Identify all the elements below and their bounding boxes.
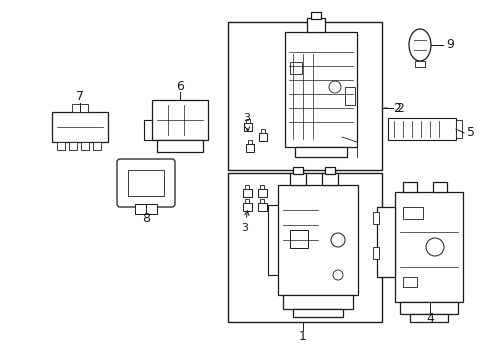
Bar (409, 314, 447, 322)
Bar (152, 100, 207, 140)
Ellipse shape (408, 29, 430, 61)
Bar (289, 230, 307, 248)
Bar (278, 185, 357, 295)
Bar (244, 199, 248, 203)
Bar (306, 18, 325, 32)
Bar (321, 173, 337, 185)
Circle shape (330, 233, 345, 247)
Bar (394, 192, 462, 302)
Bar (283, 295, 352, 309)
Bar (245, 119, 249, 123)
Bar (243, 189, 251, 197)
Bar (244, 123, 251, 131)
Text: 3: 3 (243, 113, 250, 131)
Bar (376, 207, 394, 277)
Bar (259, 133, 266, 141)
Bar (399, 302, 457, 314)
Bar (402, 207, 422, 219)
Bar (289, 62, 302, 74)
Text: 6: 6 (176, 81, 183, 94)
Bar (292, 309, 342, 317)
Bar (432, 182, 446, 192)
Bar (227, 22, 381, 170)
Bar (243, 203, 251, 211)
Circle shape (328, 81, 340, 93)
Text: 7: 7 (76, 90, 84, 104)
Bar (258, 189, 266, 197)
Bar (289, 173, 305, 185)
Bar (345, 87, 354, 105)
Bar (135, 204, 157, 214)
Bar (387, 118, 455, 140)
Bar (258, 203, 266, 211)
Bar (310, 12, 320, 19)
Text: 3: 3 (241, 211, 248, 233)
Bar (285, 32, 356, 147)
Bar (260, 185, 264, 189)
Text: 1: 1 (299, 329, 306, 342)
Bar (372, 247, 378, 259)
Bar (402, 277, 416, 287)
Text: 2: 2 (395, 102, 403, 114)
Bar (81, 142, 89, 150)
Bar (260, 199, 264, 203)
Text: 9: 9 (445, 39, 453, 51)
Bar (69, 142, 77, 150)
Text: 5: 5 (466, 126, 474, 139)
Bar (227, 173, 381, 322)
Text: 8: 8 (142, 211, 150, 225)
Bar (245, 144, 253, 152)
Bar (128, 170, 163, 196)
Bar (402, 182, 416, 192)
Bar (292, 167, 303, 174)
Bar (261, 129, 264, 133)
Circle shape (425, 238, 443, 256)
Bar (372, 212, 378, 224)
Bar (93, 142, 101, 150)
Bar (244, 185, 248, 189)
Bar (157, 140, 203, 152)
Bar (72, 104, 88, 112)
Bar (52, 112, 108, 142)
Bar (414, 61, 424, 67)
Bar (455, 120, 461, 138)
Bar (247, 140, 251, 144)
Bar (325, 167, 334, 174)
FancyBboxPatch shape (117, 159, 175, 207)
Bar (294, 147, 346, 157)
Circle shape (332, 270, 342, 280)
Bar (57, 142, 65, 150)
Text: 2: 2 (384, 102, 400, 114)
Text: 4: 4 (425, 311, 433, 324)
